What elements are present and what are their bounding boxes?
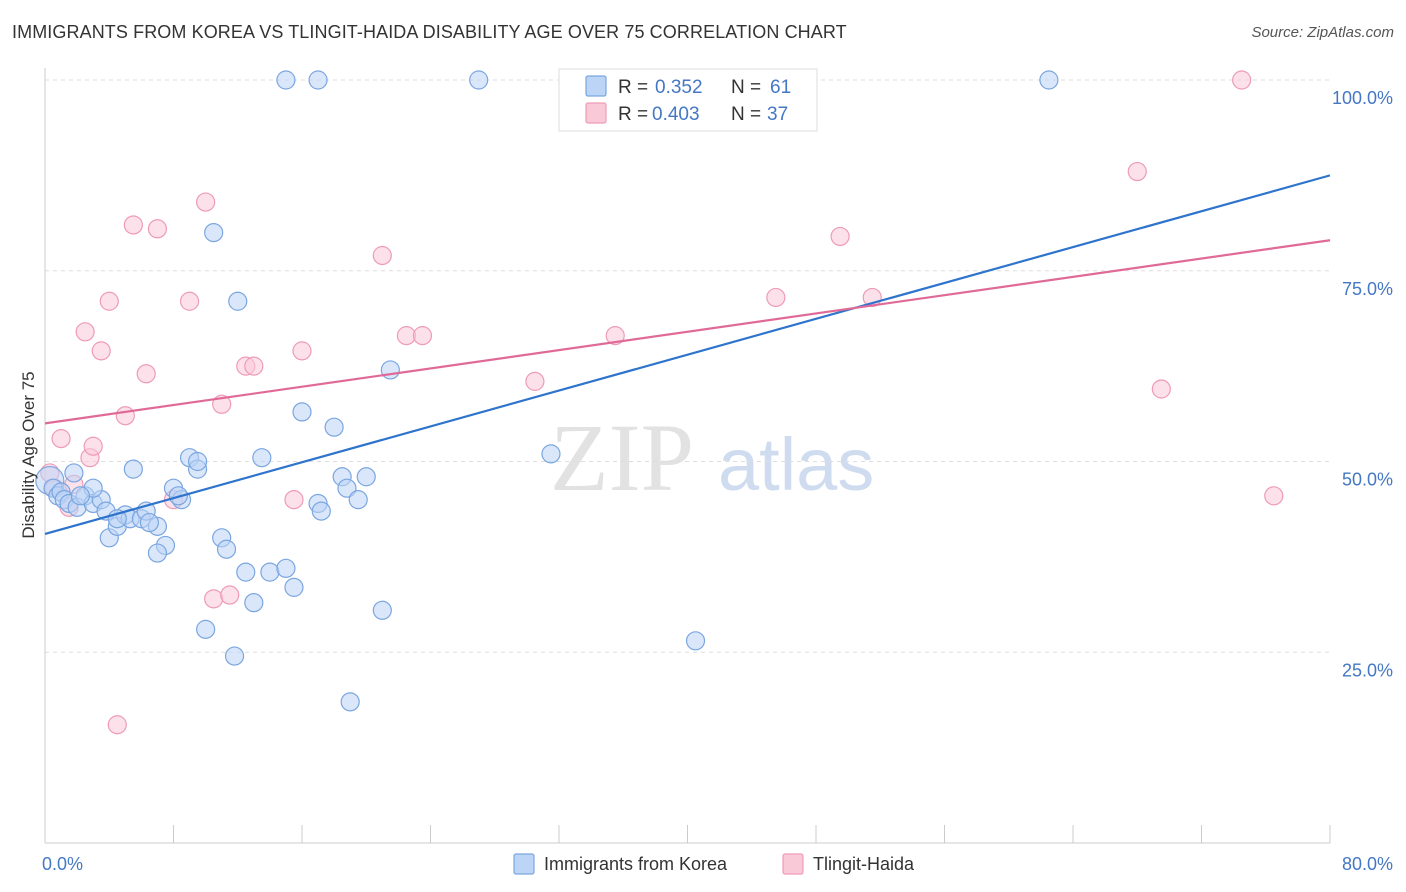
point-korea	[348, 490, 368, 510]
point-tlingit	[525, 371, 545, 391]
point-korea	[292, 402, 312, 422]
point-tlingit	[179, 291, 200, 311]
stats-legend: R = 0.352 N = 61 R = 0.403 N = 37	[558, 68, 818, 132]
point-korea	[204, 223, 224, 243]
chart-title: IMMIGRANTS FROM KOREA VS TLINGIT-HAIDA D…	[12, 22, 847, 42]
point-korea	[1039, 70, 1059, 90]
trend-lines	[44, 174, 1331, 536]
point-tlingit	[204, 589, 224, 609]
point-korea	[139, 512, 160, 533]
point-tlingit	[99, 291, 119, 311]
bottom-legend-label-tlingit: Tlingit-Haida	[813, 854, 915, 874]
point-tlingit	[605, 326, 625, 346]
point-tlingit	[196, 192, 216, 212]
trend-line-korea	[44, 174, 1331, 536]
point-tlingit	[75, 322, 95, 342]
point-tlingit	[412, 326, 433, 346]
point-tlingit	[115, 406, 135, 426]
point-korea	[308, 70, 328, 90]
point-korea	[244, 593, 264, 613]
point-tlingit	[123, 215, 143, 235]
point-korea	[236, 562, 256, 582]
point-tlingit	[51, 429, 71, 449]
watermark-atlas: atlas	[718, 423, 874, 506]
point-tlingit	[91, 341, 111, 361]
point-korea	[64, 463, 84, 483]
trend-line-tlingit	[44, 239, 1331, 425]
point-korea	[469, 70, 489, 90]
source-label: Source: ZipAtlas.com	[1251, 24, 1394, 41]
data-points	[35, 70, 1284, 735]
point-tlingit	[1264, 486, 1284, 506]
point-korea	[337, 478, 357, 498]
point-korea	[147, 543, 168, 563]
point-korea	[224, 646, 245, 666]
y-tick-label: 50.0%	[1342, 470, 1393, 490]
point-korea	[311, 501, 331, 521]
x-tick-label-min: 0.0%	[42, 854, 83, 874]
point-korea	[252, 448, 272, 468]
y-axis-title: Disability Age Over 75	[19, 371, 38, 538]
point-tlingit	[284, 490, 304, 510]
legend-swatch-korea	[585, 75, 607, 97]
point-tlingit	[396, 326, 417, 346]
point-tlingit	[107, 715, 127, 735]
point-korea	[541, 444, 561, 464]
point-korea	[324, 417, 344, 437]
legend-r-label-tlingit: R =	[618, 104, 648, 125]
point-tlingit	[83, 436, 103, 456]
bottom-legend-swatch-tlingit	[782, 853, 804, 875]
watermark-zip: ZIP	[550, 404, 694, 511]
point-tlingit	[244, 356, 264, 376]
point-korea	[372, 600, 392, 620]
point-tlingit	[136, 364, 156, 384]
point-korea	[340, 692, 360, 712]
y-tick-label: 75.0%	[1342, 279, 1393, 299]
point-tlingit	[372, 245, 392, 266]
point-korea	[123, 459, 143, 479]
legend-n-value-korea: 61	[770, 77, 791, 98]
bottom-legend-swatch-korea	[513, 853, 535, 875]
point-tlingit	[220, 585, 240, 605]
axes	[44, 68, 1331, 844]
legend-r-value-tlingit: 0.403	[652, 104, 700, 125]
point-tlingit	[1127, 161, 1147, 182]
point-korea	[276, 70, 296, 90]
point-tlingit	[1151, 379, 1171, 399]
point-tlingit	[830, 226, 850, 247]
point-tlingit	[766, 287, 786, 308]
x-tick-label-max: 80.0%	[1342, 854, 1393, 874]
point-korea	[380, 360, 400, 380]
point-tlingit	[292, 341, 312, 361]
point-korea	[216, 539, 237, 559]
point-tlingit	[1232, 70, 1252, 90]
point-korea	[356, 467, 376, 487]
series-legend: Immigrants from Korea Tlingit-Haida	[513, 853, 915, 875]
legend-n-label-korea: N =	[731, 77, 761, 98]
point-korea	[284, 577, 304, 597]
legend-n-label-tlingit: N =	[731, 104, 761, 125]
bottom-legend-label-korea: Immigrants from Korea	[544, 854, 728, 874]
point-korea	[187, 451, 208, 472]
legend-n-value-tlingit: 37	[767, 104, 788, 125]
legend-r-value-korea: 0.352	[655, 77, 703, 98]
point-korea	[228, 291, 248, 311]
point-korea	[276, 558, 296, 578]
point-korea	[260, 562, 280, 582]
point-korea	[685, 631, 706, 651]
point-tlingit	[147, 219, 168, 239]
point-korea	[70, 486, 90, 506]
y-tick-label: 25.0%	[1342, 660, 1393, 680]
legend-r-label-korea: R =	[618, 77, 648, 98]
legend-swatch-tlingit	[585, 102, 607, 124]
tick-labels: 100.0% 75.0% 50.0% 25.0% 0.0% 80.0%	[42, 88, 1393, 874]
y-tick-label: 100.0%	[1332, 88, 1393, 108]
point-korea	[196, 619, 216, 639]
